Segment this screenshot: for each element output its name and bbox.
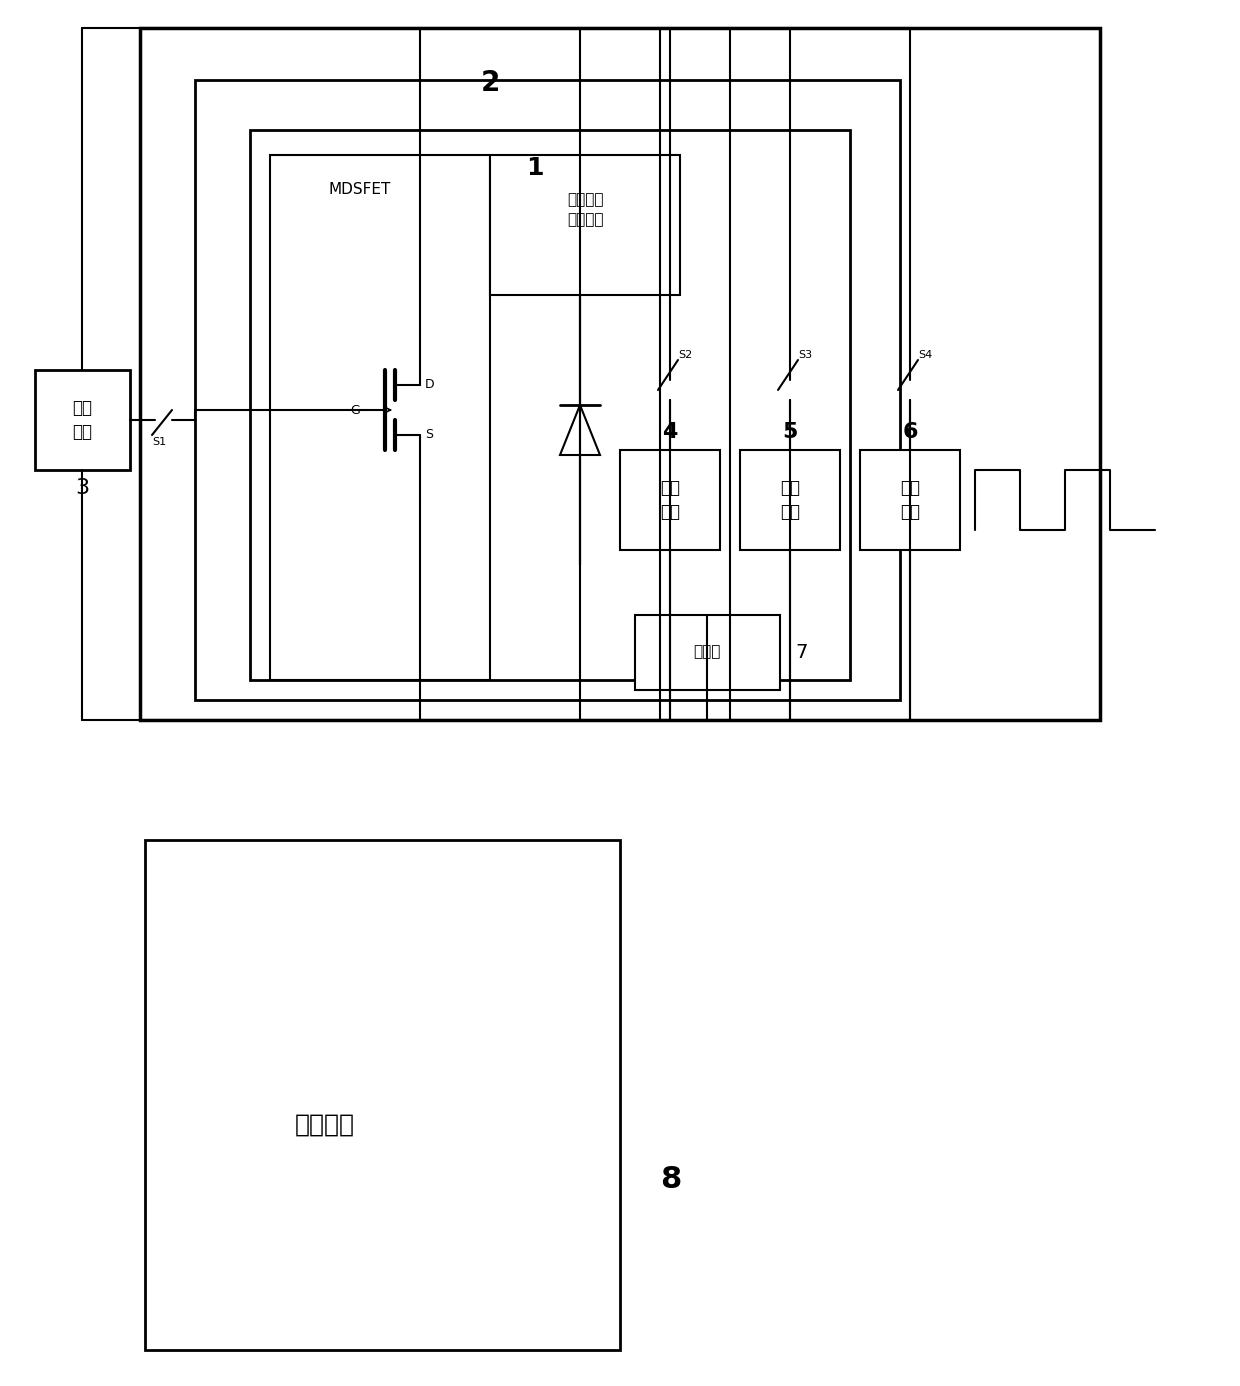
Bar — [861, 450, 960, 550]
Text: S4: S4 — [918, 351, 932, 360]
Bar — [620, 450, 720, 550]
Bar — [140, 28, 1100, 719]
Text: G: G — [350, 403, 360, 417]
Text: 反并联续
流二极管: 反并联续 流二极管 — [567, 193, 603, 227]
Bar — [270, 155, 490, 681]
Text: 稳压
模块: 稳压 模块 — [72, 399, 92, 441]
Text: 功率
模块: 功率 模块 — [780, 480, 800, 521]
Text: MDSFET: MDSFET — [329, 183, 391, 197]
Text: 8: 8 — [660, 1166, 681, 1195]
Text: 示波器: 示波器 — [693, 644, 720, 660]
Text: 6: 6 — [903, 421, 918, 442]
Bar — [635, 615, 780, 690]
Text: 4: 4 — [662, 421, 678, 442]
Bar — [250, 130, 849, 681]
Bar — [35, 370, 130, 470]
Bar — [145, 840, 620, 1350]
Polygon shape — [560, 405, 600, 455]
Text: 监测
模块: 监测 模块 — [660, 480, 680, 521]
Text: S2: S2 — [678, 351, 692, 360]
Bar — [195, 80, 900, 700]
Text: S3: S3 — [799, 351, 812, 360]
Text: 2: 2 — [480, 69, 500, 97]
Text: 7: 7 — [795, 643, 807, 661]
Text: 1: 1 — [526, 157, 544, 180]
Text: S: S — [425, 428, 433, 442]
Text: 5: 5 — [782, 421, 797, 442]
Text: 3: 3 — [74, 478, 89, 498]
Text: S1: S1 — [153, 437, 166, 448]
Bar — [740, 450, 839, 550]
Text: 控温平台: 控温平台 — [295, 1113, 355, 1137]
Text: D: D — [425, 378, 435, 391]
Bar — [490, 155, 680, 295]
Text: 脉冲
模块: 脉冲 模块 — [900, 480, 920, 521]
